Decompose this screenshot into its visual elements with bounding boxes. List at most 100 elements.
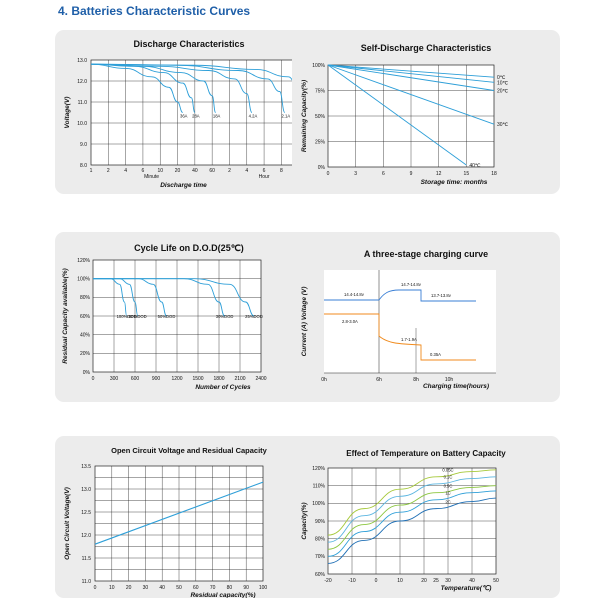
self-y-tick: 50% (315, 114, 326, 120)
discharge-title: Discharge Characteristics (133, 39, 245, 49)
temp-y-tick: 90% (315, 519, 326, 525)
ocv-x-tick: 30 (143, 585, 149, 591)
ocv-x-tick: 100 (259, 585, 268, 591)
cycle-series-4 (93, 278, 255, 317)
self-x-label: Storage time: months (421, 179, 488, 186)
self-y-tick: 0% (318, 165, 326, 171)
cycle-series-label: 50%DOD (158, 314, 176, 319)
discharge-series-label: 2.1A (282, 114, 291, 119)
self-series-0 (327, 64, 495, 78)
self-series-4 (327, 64, 467, 166)
cycle-y-tick: 40% (80, 332, 91, 338)
temp-series-label: 0.1C (444, 475, 453, 480)
self-discharge-title: Self-Discharge Characteristics (360, 43, 492, 53)
charge-voltage-line (324, 289, 476, 302)
ocv-y-label: Open Circuit Voltage(V) (64, 487, 71, 560)
self-x-tick: 0 (327, 171, 330, 177)
page-title: 4. Batteries Characteristic Curves (58, 4, 251, 18)
self-series-label: 40℃ (469, 163, 481, 169)
discharge-y-tick: 8.0 (80, 163, 87, 169)
cycle-series-label: 25%DOD (245, 314, 263, 319)
ocv-chart: 11.0 11.5 12.0 12.5 13.0 13.5 0 10 20 30 40 50 60 70 8… (64, 464, 268, 598)
discharge-series-3 (90, 63, 253, 113)
self-y-label: Remaining Capacity(%) (301, 80, 308, 152)
self-series-label: 10℃ (497, 80, 509, 86)
discharge-x-tick: 10 (157, 168, 163, 174)
temp-series-label: 1C (445, 491, 450, 496)
self-y-tick: 25% (315, 139, 326, 145)
ocv-series-line (94, 481, 264, 545)
discharge-x-tick: 8 (280, 168, 283, 174)
cycle-x-tick: 900 (152, 376, 161, 382)
discharge-x-tick: 2 (107, 168, 110, 174)
charge-annotation: 13.7-13.8v (431, 293, 452, 298)
ocv-x-tick: 40 (159, 585, 165, 591)
cycle-series-label: 100%DOD (117, 314, 137, 319)
self-x-tick: 18 (491, 171, 497, 177)
discharge-y-label: Voltage(V) (64, 97, 71, 129)
charge-annotation: 0.35A (430, 352, 441, 357)
discharge-y-tick: 12.0 (77, 79, 87, 85)
self-series-label: 20℃ (497, 89, 509, 95)
ocv-x-tick: 20 (126, 585, 132, 591)
ocv-x-tick: 80 (227, 585, 233, 591)
ocv-title: Open Circuit Voltage and Residual Capaci… (111, 446, 267, 455)
charging-title: A three-stage charging curve (363, 249, 489, 259)
discharge-x-tick: 20 (175, 168, 181, 174)
temp-y-tick: 120% (312, 466, 325, 472)
charge-annotation: 2.8-3.0A (342, 319, 358, 324)
temp-y-tick: 100% (312, 501, 325, 507)
discharge-x-tick: 4 (124, 168, 127, 174)
discharge-panel: Discharge Characteristics 8.0 9.0 10.0 11.0… (55, 30, 323, 194)
discharge-x-tick: 60 (209, 168, 215, 174)
temp-x-tick: 40 (469, 578, 475, 584)
temp-series-4 (327, 497, 497, 564)
temp-x-tick: -10 (348, 578, 355, 584)
discharge-group-minute: Minute (144, 174, 159, 180)
discharge-y-tick: 11.0 (78, 100, 88, 106)
temp-series-0 (327, 469, 497, 536)
ocv-x-label: Residual capacity(%) (190, 592, 255, 598)
cycle-y-tick: 100% (77, 276, 90, 282)
self-y-tick: 100% (312, 63, 325, 69)
cycle-life-panel: Cycle Life on D.O.D(25℃) 0% 20% 40% 60% 80% 1… (55, 232, 323, 402)
discharge-y-tick: 10.0 (77, 121, 87, 127)
self-series-label: 0℃ (497, 75, 506, 81)
charge-annotation: 14.4-14.8v (344, 292, 365, 297)
charge-x-tick: 8h (413, 377, 419, 383)
ocv-x-tick: 50 (176, 585, 182, 591)
ocv-y-tick: 12.0 (81, 533, 91, 539)
discharge-series-0 (90, 63, 183, 113)
charging-panel: A three-stage charging curve 0h 6h 8h 10h Ch… (292, 232, 560, 402)
charge-y-label: Current (A) Voltage (V) (301, 287, 308, 357)
discharge-x-label: Discharge time (160, 182, 207, 189)
cycle-series-label: 30%DOD (216, 314, 234, 319)
charge-plot-area (324, 270, 496, 373)
cycle-y-tick: 80% (80, 295, 91, 301)
temperature-panel: Effect of Temperature on Battery Capacit… (292, 436, 560, 598)
self-x-tick: 12 (436, 171, 442, 177)
ocv-y-tick: 11.5 (82, 556, 92, 562)
temp-series-1 (327, 476, 497, 543)
cycle-life-title: Cycle Life on D.O.D(25℃) (134, 243, 244, 253)
self-series-2 (327, 64, 495, 91)
cycle-x-tick: 600 (131, 376, 140, 382)
cycle-y-tick: 20% (80, 351, 91, 357)
cycle-x-tick: 0 (92, 376, 95, 382)
self-series-label: 30℃ (497, 122, 509, 128)
discharge-y-tick: 13.0 (77, 58, 87, 64)
cycle-y-tick: 120% (77, 258, 90, 264)
discharge-series-label: 4.2A (249, 114, 258, 119)
temp-x-tick: 25 (433, 578, 439, 584)
temperature-chart: 60% 70% 80% 90% 100% 110% 120% -20 -10 0 10 20 25 30 4… (301, 466, 499, 592)
discharge-plot-area (90, 59, 317, 166)
self-series-3 (327, 64, 495, 125)
cycle-y-tick: 60% (80, 314, 91, 320)
discharge-x-tick: 1 (90, 168, 93, 174)
cycle-x-tick: 2400 (255, 376, 266, 382)
ocv-x-tick: 60 (193, 585, 199, 591)
cycle-x-tick: 1200 (171, 376, 182, 382)
cycle-x-label: Number of Cycles (195, 384, 251, 391)
